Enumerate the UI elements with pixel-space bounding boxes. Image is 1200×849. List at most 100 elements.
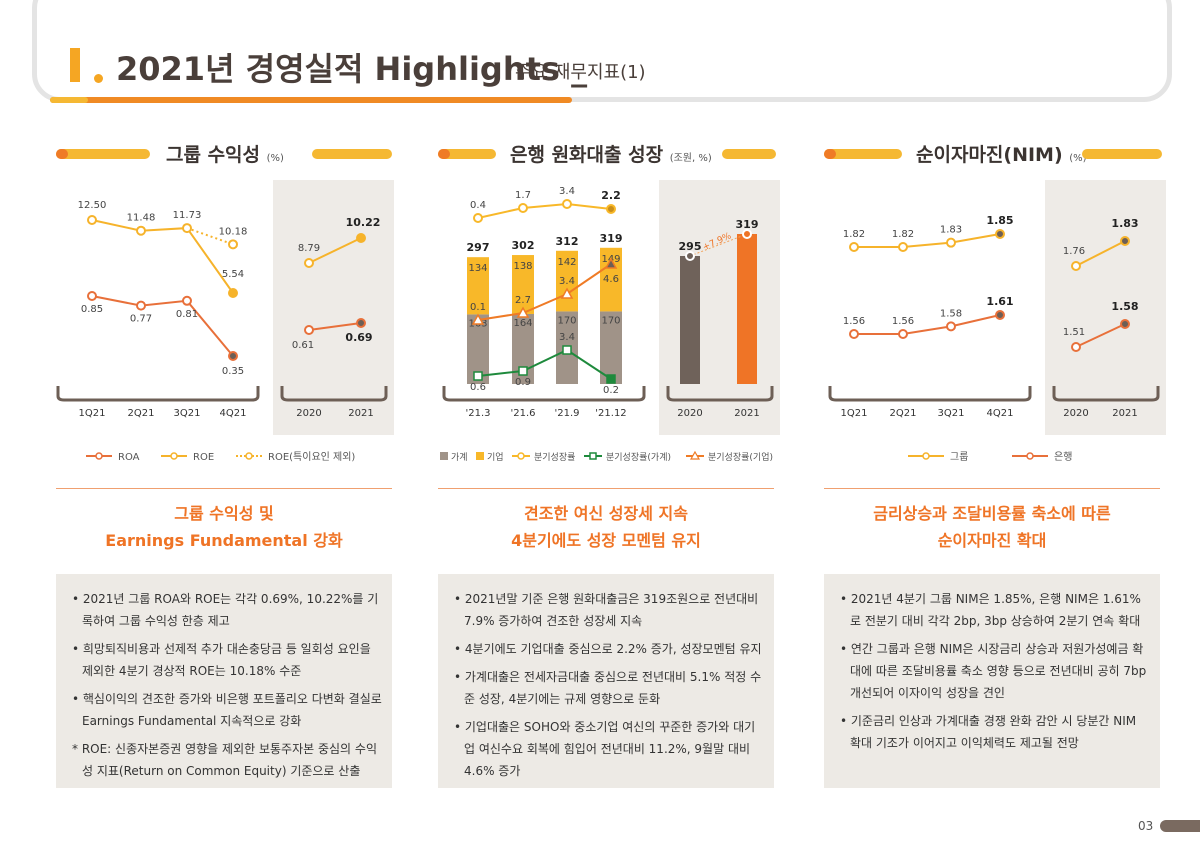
legend-marker bbox=[1026, 452, 1034, 460]
key-message-line: 그룹 수익성 및 bbox=[174, 504, 274, 523]
annual-panel bbox=[659, 180, 780, 435]
series-line bbox=[1075, 323, 1126, 348]
legend-label: 은행 bbox=[1054, 451, 1072, 463]
x-tick-label: '21.3 bbox=[465, 408, 490, 419]
data-label: 142 bbox=[557, 257, 576, 268]
legend-marker bbox=[170, 452, 178, 460]
key-message-line: 견조한 여신 성장세 지속 bbox=[524, 504, 688, 523]
data-label: 4.6 bbox=[603, 274, 619, 285]
data-point bbox=[87, 291, 97, 301]
data-label: 1.82 bbox=[843, 229, 865, 240]
note-item: • 연간 그룹과 은행 NIM은 시장금리 상승과 저원가성예금 확대에 따른 … bbox=[840, 642, 1147, 700]
notes-loan-growth: • 2021년말 기준 은행 원화대출금은 319조원으로 전년대비 7.9% … bbox=[438, 574, 774, 788]
data-label: 1.61 bbox=[986, 295, 1013, 308]
x-tick-label: 3Q21 bbox=[174, 408, 201, 419]
data-label: 0.81 bbox=[176, 309, 198, 320]
data-point bbox=[228, 351, 238, 361]
data-label: 11.48 bbox=[127, 213, 156, 224]
data-point bbox=[606, 204, 616, 214]
legend-marker bbox=[922, 452, 930, 460]
x-tick-label: 3Q21 bbox=[938, 408, 965, 419]
legend-label: 기업 bbox=[487, 452, 504, 463]
legend-label: 가계 bbox=[451, 451, 468, 463]
data-point bbox=[898, 242, 908, 252]
data-point bbox=[136, 300, 146, 311]
note-item: • 기준금리 인상과 가계대출 경쟁 완화 감안 시 당분간 NIM 확대 기조… bbox=[840, 714, 1137, 750]
series-line bbox=[477, 202, 612, 219]
x-tick-label: '21.6 bbox=[510, 408, 535, 419]
data-label: 11.73 bbox=[173, 210, 202, 221]
annual-panel bbox=[273, 180, 394, 435]
data-label: 312 bbox=[556, 235, 579, 248]
bar-corporate bbox=[512, 255, 534, 314]
profitability-legend: ROA ROE ROE(특이요인 제외) bbox=[86, 451, 355, 463]
data-label: 1.7 bbox=[515, 190, 531, 201]
data-point bbox=[304, 258, 314, 268]
data-label: 1.83 bbox=[1111, 217, 1138, 230]
series-line bbox=[186, 227, 234, 246]
note-item: • 2021년말 기준 은행 원화대출금은 319조원으로 전년대비 7.9% … bbox=[454, 592, 759, 628]
data-label: 0.6 bbox=[470, 382, 486, 393]
data-point bbox=[946, 237, 956, 248]
data-label: 1.51 bbox=[1063, 327, 1085, 338]
data-point bbox=[182, 223, 192, 234]
x-tick-label: 4Q21 bbox=[220, 408, 247, 419]
series-line bbox=[477, 348, 612, 380]
header-pill-left bbox=[438, 149, 496, 159]
bar-corporate bbox=[467, 257, 489, 315]
data-label: 12.50 bbox=[78, 200, 107, 211]
note-item: • 핵심이익의 견조한 증가와 비은행 포트폴리오 다변화 결실로 Earnin… bbox=[72, 692, 382, 728]
data-point-square bbox=[606, 374, 616, 384]
bar-household bbox=[600, 311, 622, 384]
data-label: 3.4 bbox=[559, 276, 575, 287]
data-point bbox=[182, 295, 192, 306]
section-header-loan-growth: 은행 원화대출 성장 (조원, %) bbox=[438, 138, 776, 168]
x-tick-label: 2020 bbox=[677, 408, 702, 419]
data-label: 319 bbox=[736, 218, 759, 231]
data-point-triangle bbox=[560, 287, 574, 299]
data-point bbox=[849, 329, 859, 339]
data-label: 2.2 bbox=[601, 189, 621, 202]
data-point bbox=[304, 325, 314, 335]
title-underline bbox=[50, 97, 572, 103]
data-point-square bbox=[518, 366, 528, 376]
divider bbox=[824, 488, 1160, 489]
series-line bbox=[854, 233, 1001, 248]
data-point bbox=[995, 310, 1005, 320]
header-pill-left bbox=[56, 149, 150, 159]
header-pill-right bbox=[722, 149, 776, 159]
key-message-line: Earnings Fundamental 강화 bbox=[105, 531, 343, 550]
data-point-triangle bbox=[516, 306, 530, 318]
bar-household bbox=[512, 313, 534, 384]
data-point bbox=[995, 229, 1005, 239]
legend-label: 분기성장률(기업) bbox=[708, 452, 773, 463]
legend-marker bbox=[95, 452, 103, 460]
data-label: 164 bbox=[513, 318, 532, 329]
legend-label: ROE(특이요인 제외) bbox=[268, 451, 355, 463]
data-label: 1.58 bbox=[940, 308, 962, 319]
x-tick-label: '21.9 bbox=[554, 408, 579, 419]
key-message-line: 4분기에도 성장 모멘텀 유지 bbox=[511, 531, 701, 550]
data-point bbox=[1071, 342, 1081, 352]
notes-profitability: • 2021년 그룹 ROA와 ROE는 각각 0.69%, 10.22%를 기… bbox=[56, 574, 392, 788]
data-label: 10.22 bbox=[346, 216, 381, 229]
data-point-triangle bbox=[471, 313, 485, 325]
section-title: 순이자마진(NIM) (%) bbox=[916, 144, 1087, 166]
legend-marker bbox=[245, 452, 253, 460]
data-label: 0.9 bbox=[515, 377, 531, 388]
data-label: 295 bbox=[679, 240, 702, 253]
series-line bbox=[308, 237, 362, 264]
note-item: • 4분기에도 기업대출 중심으로 2.2% 증가, 성장모멘텀 유지 bbox=[454, 642, 762, 656]
x-tick-label: '21.12 bbox=[595, 408, 626, 419]
data-point bbox=[228, 288, 238, 298]
header-pill-right bbox=[1082, 149, 1162, 159]
note-item: • 기업대출은 SOHO와 중소기업 여신의 꾸준한 증가와 대기업 여신수요 … bbox=[454, 720, 756, 778]
axis-bracket bbox=[828, 386, 1032, 402]
data-point-square bbox=[562, 345, 572, 355]
bar-annual-2020 bbox=[680, 256, 700, 384]
title-accent-dot bbox=[94, 74, 103, 83]
data-label: 297 bbox=[467, 241, 490, 254]
series-line bbox=[91, 295, 234, 357]
series-line bbox=[308, 322, 362, 331]
section-title: 그룹 수익성 (%) bbox=[166, 144, 284, 166]
